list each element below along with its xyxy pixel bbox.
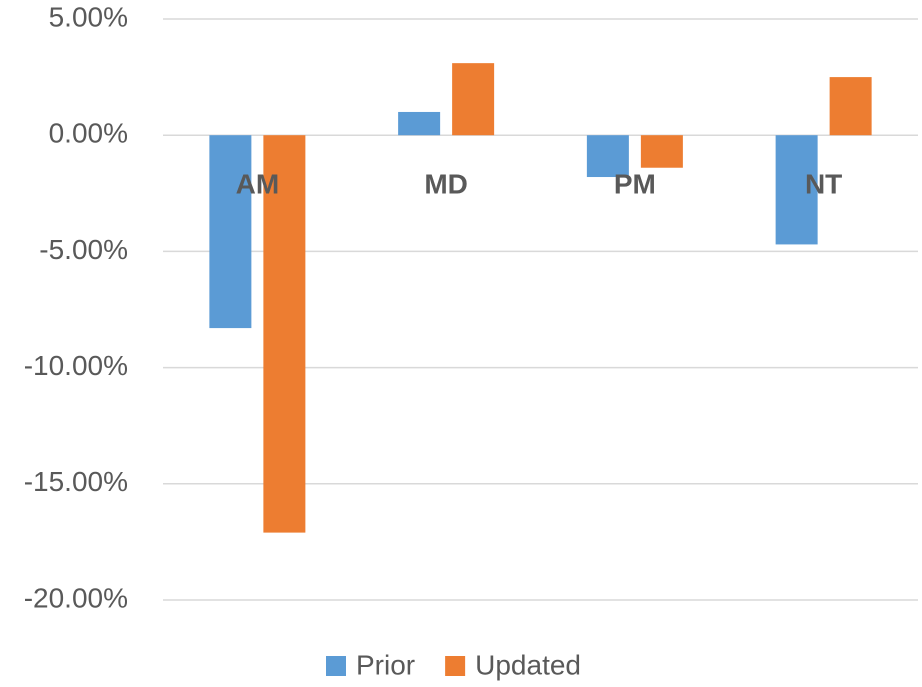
y-tick-label: -15.00% — [24, 466, 128, 497]
y-tick-label: -10.00% — [24, 350, 128, 381]
bar — [829, 77, 872, 136]
x-tick-label: PM — [614, 169, 656, 200]
y-tick-label: -5.00% — [39, 234, 128, 265]
legend-label: Prior — [356, 649, 415, 680]
y-tick-label: 0.00% — [49, 118, 128, 149]
y-tick-label: -20.00% — [24, 582, 128, 613]
x-tick-label: MD — [424, 169, 468, 200]
x-tick-label: AM — [236, 169, 280, 200]
legend-label: Updated — [475, 649, 581, 680]
y-tick-label: 5.00% — [49, 1, 128, 32]
bar — [640, 135, 683, 168]
bar — [452, 63, 495, 136]
bar — [209, 135, 252, 329]
bar — [586, 135, 629, 178]
x-tick-label: NT — [805, 169, 842, 200]
legend-swatch — [445, 656, 466, 676]
bar — [398, 111, 441, 136]
bar — [775, 135, 818, 245]
legend-swatch — [326, 656, 346, 676]
bar — [263, 135, 306, 533]
